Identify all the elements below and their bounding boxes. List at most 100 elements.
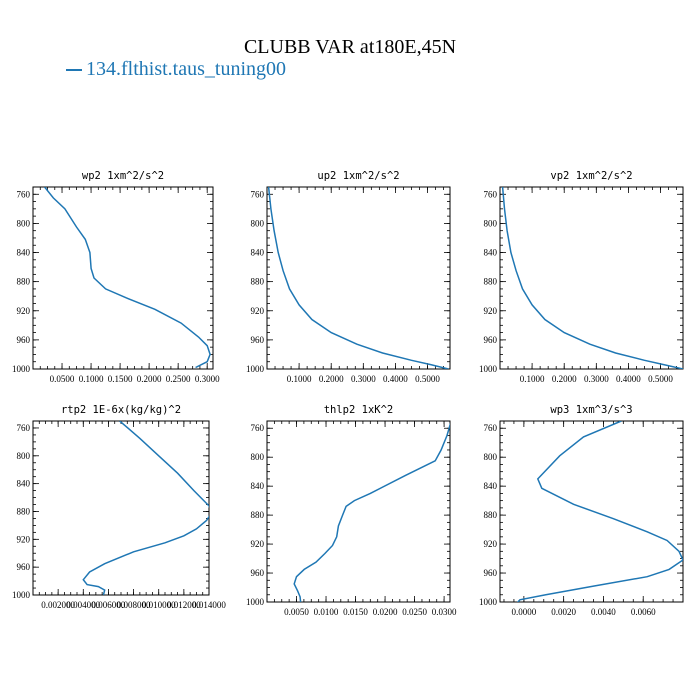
plot-frame (32, 420, 210, 596)
legend: 134.flthist.taus_tuning00 (66, 58, 286, 81)
y-tick-label: 960 (17, 335, 31, 345)
y-tick-label: 880 (251, 277, 265, 287)
chart-panel-5: thlp2 1xK^2 760 800 840 880 920 960 1000 0.0050 0… (246, 404, 457, 617)
x-tick-label: 0.012000 (167, 600, 201, 610)
chart-panel-6: wp3 1xm^3/s^3 760 800 840 880 920 960 1000 0.000… (479, 404, 684, 617)
x-tick-label: 0.0300 (432, 607, 457, 617)
x-tick-label: 0.2000 (552, 374, 577, 384)
y-tick-label: 920 (17, 534, 31, 544)
y-tick-label: 880 (251, 510, 265, 520)
x-tick-label: 0.006000 (92, 600, 126, 610)
y-tick-label: 960 (251, 568, 265, 578)
y-tick-label: 880 (484, 277, 498, 287)
y-tick-label: 800 (484, 452, 498, 462)
y-tick-label: 800 (17, 451, 31, 461)
x-tick-label: 0.0100 (314, 607, 339, 617)
x-tick-label: 0.0050 (284, 607, 309, 617)
y-tick-label: 840 (17, 248, 31, 258)
chart-panel-4: rtp2 1E-6x(kg/kg)^2 760 800 840 880 920 960 100… (12, 404, 226, 610)
y-tick-label: 1000 (246, 597, 265, 607)
panel-title: thlp2 1xK^2 (324, 404, 394, 416)
x-tick-label: 0.008000 (117, 600, 151, 610)
x-tick-label: 0.0150 (343, 607, 368, 617)
x-tick-label: 0.0250 (402, 607, 427, 617)
panel-title: wp2 1xm^2/s^2 (82, 170, 164, 182)
y-tick-label: 840 (484, 481, 498, 491)
y-tick-label: 880 (17, 277, 31, 287)
chart-panel-1: wp2 1xm^2/s^2 760 800 840 880 920 960 1000 0.050… (12, 170, 220, 384)
x-tick-label: 0.0200 (373, 607, 398, 617)
legend-line-swatch (66, 69, 82, 72)
x-tick-label: 0.004000 (66, 600, 100, 610)
x-tick-label: 0.2000 (319, 374, 344, 384)
chart-panel-2: up2 1xm^2/s^2 760 800 840 880 920 960 1000 0.100… (246, 170, 451, 384)
series-line (501, 187, 683, 369)
plot-frame (499, 186, 684, 370)
panel-title: rtp2 1E-6x(kg/kg)^2 (61, 404, 181, 416)
plot-frame (266, 420, 451, 603)
y-tick-label: 880 (17, 506, 31, 516)
y-tick-label: 760 (251, 189, 265, 199)
plot-frame (499, 420, 684, 603)
series-line (44, 187, 211, 369)
x-tick-label: 0.0060 (631, 607, 656, 617)
y-tick-label: 800 (251, 452, 265, 462)
y-tick-label: 960 (17, 562, 31, 572)
y-tick-label: 1000 (246, 364, 265, 374)
x-tick-label: 0.0000 (511, 607, 536, 617)
x-tick-label: 0.010000 (142, 600, 176, 610)
panel-title: vp2 1xm^2/s^2 (550, 170, 632, 182)
y-tick-label: 760 (484, 189, 498, 199)
panel-title: up2 1xm^2/s^2 (317, 170, 399, 182)
series-line (293, 422, 450, 602)
x-tick-label: 0.014000 (192, 600, 226, 610)
y-tick-label: 920 (251, 306, 265, 316)
x-tick-label: 0.4000 (383, 374, 408, 384)
y-tick-label: 800 (17, 218, 31, 228)
y-tick-label: 920 (251, 539, 265, 549)
x-tick-label: 0.1000 (520, 374, 545, 384)
y-tick-label: 760 (17, 189, 31, 199)
y-tick-label: 960 (251, 335, 265, 345)
y-tick-label: 1000 (12, 590, 31, 600)
x-tick-label: 0.002000 (41, 600, 75, 610)
y-tick-label: 920 (484, 306, 498, 316)
y-tick-label: 880 (484, 510, 498, 520)
x-tick-label: 0.2500 (166, 374, 191, 384)
y-tick-label: 760 (17, 423, 31, 433)
y-tick-label: 1000 (479, 597, 498, 607)
y-tick-label: 960 (484, 568, 498, 578)
panel-title: wp3 1xm^3/s^3 (550, 404, 632, 416)
x-tick-label: 0.3000 (584, 374, 609, 384)
y-tick-label: 800 (251, 218, 265, 228)
x-tick-label: 0.1000 (287, 374, 312, 384)
legend-label: 134.flthist.taus_tuning00 (86, 58, 286, 80)
series-line (516, 421, 683, 602)
y-tick-label: 800 (484, 218, 498, 228)
y-tick-label: 1000 (479, 364, 498, 374)
y-tick-label: 840 (484, 248, 498, 258)
y-tick-label: 920 (17, 306, 31, 316)
x-tick-label: 0.5000 (415, 374, 440, 384)
y-tick-label: 840 (251, 481, 265, 491)
series-line (82, 421, 209, 595)
y-tick-label: 760 (484, 423, 498, 433)
y-tick-label: 960 (484, 335, 498, 345)
x-tick-label: 0.0020 (551, 607, 576, 617)
plot-frame (266, 186, 451, 370)
x-tick-label: 0.1000 (79, 374, 104, 384)
chart-panel-3: vp2 1xm^2/s^2 760 800 840 880 920 960 1000 0.100… (479, 170, 684, 384)
y-tick-label: 840 (251, 248, 265, 258)
series-line (267, 187, 449, 369)
x-tick-label: 0.3000 (351, 374, 376, 384)
x-tick-label: 0.0040 (591, 607, 616, 617)
y-tick-label: 1000 (12, 364, 31, 374)
x-tick-label: 0.2000 (137, 374, 162, 384)
x-tick-label: 0.1500 (108, 374, 133, 384)
y-tick-label: 840 (17, 479, 31, 489)
x-tick-label: 0.0500 (50, 374, 75, 384)
plot-frame (32, 186, 214, 370)
x-tick-label: 0.4000 (616, 374, 641, 384)
